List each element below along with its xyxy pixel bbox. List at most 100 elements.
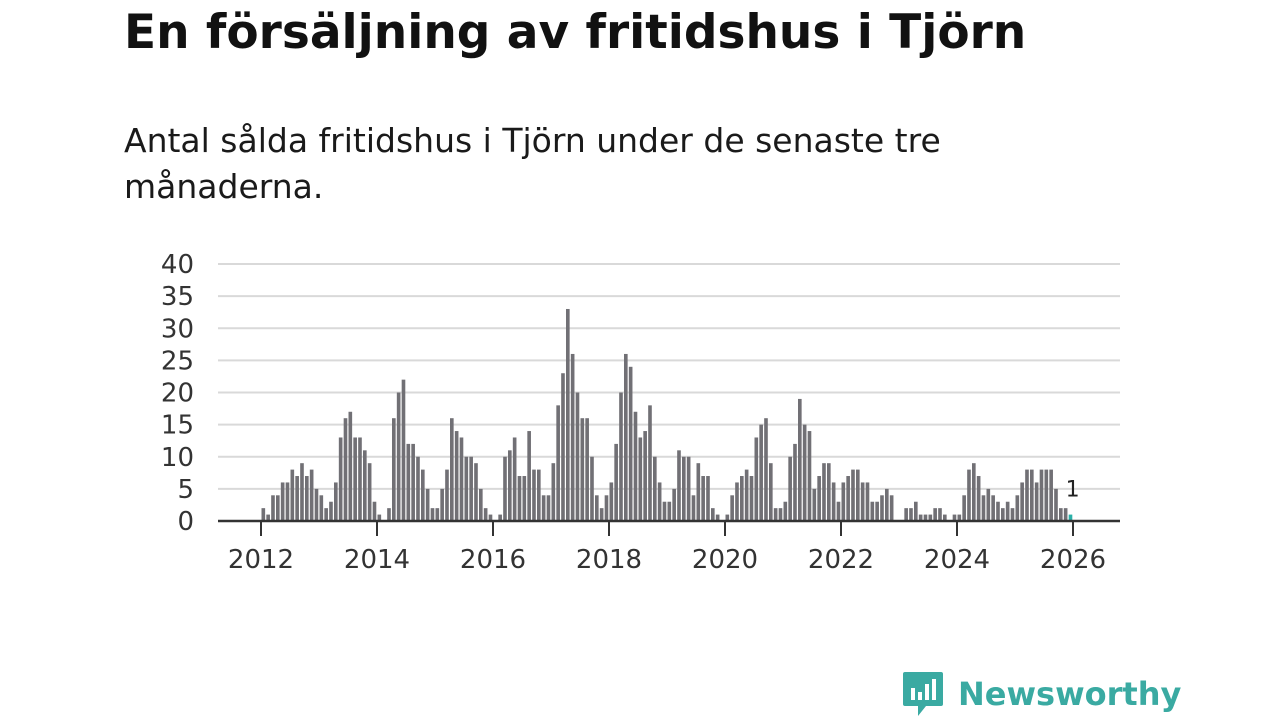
bar: [686, 456, 691, 521]
bar: [802, 424, 807, 522]
bar: [435, 508, 440, 521]
bar: [1044, 469, 1049, 521]
bar: [648, 405, 652, 521]
bar: [628, 366, 633, 521]
bar: [754, 437, 759, 521]
bar: [343, 418, 348, 521]
bar: [735, 482, 739, 521]
bar: [580, 418, 585, 521]
bar: [469, 456, 473, 521]
bar: [851, 469, 855, 521]
bar: [701, 476, 705, 521]
bar: [744, 469, 749, 521]
bar: [725, 514, 730, 521]
x-tick-label: 2020: [692, 545, 758, 575]
bar: [590, 456, 594, 521]
bar: [566, 308, 570, 521]
bar: [556, 405, 560, 521]
bar: [914, 501, 918, 521]
y-tick-label: 5: [177, 475, 194, 505]
bar: [817, 476, 821, 521]
bar: [358, 437, 362, 521]
bar: [585, 418, 589, 521]
y-tick-label: 15: [161, 411, 194, 441]
bar: [329, 501, 333, 521]
bar: [788, 456, 792, 521]
bar: [517, 476, 522, 521]
bar: [715, 514, 720, 521]
logo-text: Newsworthy: [958, 675, 1182, 713]
bar: [657, 482, 662, 521]
bar: [1005, 501, 1010, 521]
bar: [827, 463, 831, 521]
bar: [677, 450, 681, 521]
bar: [773, 508, 778, 521]
bar: [309, 469, 314, 521]
last-value-label: 1: [1066, 478, 1080, 503]
bar: [643, 431, 647, 521]
bar: [503, 456, 507, 521]
bar: [1030, 469, 1034, 521]
bar: [986, 488, 991, 522]
bar: [952, 514, 957, 521]
bar: [638, 437, 643, 521]
bar: [778, 508, 783, 521]
bar: [885, 488, 889, 522]
x-tick-label: 2016: [460, 545, 526, 575]
bar: [551, 463, 556, 521]
bar: [406, 443, 411, 521]
x-tick-label: 2024: [924, 545, 990, 575]
x-tick-label: 2026: [1040, 545, 1106, 575]
bar: [614, 443, 618, 521]
bar: [421, 469, 425, 521]
bar: [348, 411, 353, 521]
bar: [909, 508, 913, 521]
bar: [266, 514, 270, 521]
bar: [353, 437, 357, 521]
bar: [923, 514, 928, 521]
bar: [880, 495, 884, 521]
bar: [904, 508, 908, 521]
bar: [498, 514, 502, 521]
bar: [889, 495, 894, 521]
bar: [711, 508, 715, 521]
bar: [764, 418, 768, 521]
bar: [831, 482, 836, 521]
bar: [285, 482, 290, 521]
bar: [430, 508, 435, 521]
bar: [271, 495, 275, 521]
bar: [846, 476, 850, 521]
bar: [599, 508, 604, 521]
bar: [425, 488, 430, 522]
bar: [295, 476, 299, 521]
bar: [870, 501, 875, 521]
bar: [981, 495, 986, 521]
bar: [822, 463, 826, 521]
bar: [798, 398, 802, 521]
bar: [276, 495, 280, 521]
chart-title: En försäljning av fritidshus i Tjörn: [124, 5, 1027, 60]
bar: [387, 508, 391, 521]
bar: [682, 456, 686, 521]
bar: [604, 495, 609, 521]
bar: [691, 495, 696, 521]
bar: [609, 482, 614, 521]
bar: [972, 463, 976, 521]
bar: [841, 482, 846, 521]
bar: [532, 469, 536, 521]
bar: [338, 437, 343, 521]
bar: [1001, 508, 1005, 521]
bar: [401, 379, 406, 521]
newsworthy-logo[interactable]: Newsworthy: [902, 670, 1181, 718]
bar: [392, 418, 396, 521]
bar: [479, 488, 483, 522]
bar: [261, 508, 266, 521]
bar: [483, 508, 488, 521]
bar: [537, 469, 541, 521]
bar: [280, 482, 285, 521]
bar: [488, 514, 493, 521]
bar: [740, 476, 744, 521]
bar: [730, 495, 734, 521]
bar: [396, 392, 401, 521]
